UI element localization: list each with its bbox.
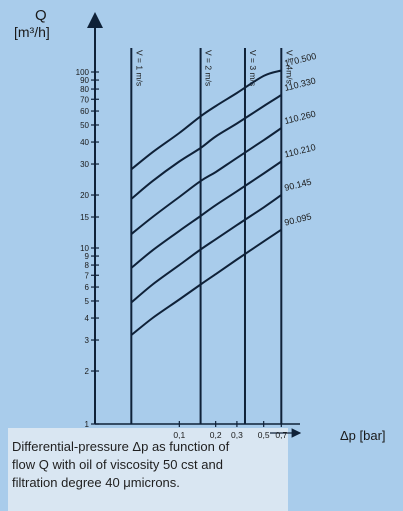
y-tick-label: 3 bbox=[85, 336, 90, 345]
y-tick-label: 8 bbox=[85, 261, 90, 270]
series-curve bbox=[130, 69, 282, 171]
caption-box bbox=[8, 428, 288, 511]
y-tick-label: 60 bbox=[80, 107, 89, 116]
y-tick-label: 6 bbox=[85, 283, 90, 292]
x-tick-label: 0,2 bbox=[210, 430, 222, 440]
velocity-label: V = 1 m/s bbox=[134, 50, 144, 86]
series-label: 90.145 bbox=[283, 177, 312, 193]
velocity-label: V = 4m/s bbox=[284, 50, 294, 84]
series-label: 110.210 bbox=[283, 142, 316, 159]
y-tick-label: 40 bbox=[80, 138, 89, 147]
y-tick-label: 20 bbox=[80, 191, 89, 200]
y-tick-label: 10 bbox=[80, 244, 89, 253]
y-tick-label: 1 bbox=[85, 420, 90, 429]
y-tick-label: 7 bbox=[85, 271, 90, 280]
series-label: 90.095 bbox=[283, 211, 312, 227]
y-axis-symbol: Q bbox=[35, 7, 47, 24]
x-tick-label: 0,5 bbox=[258, 430, 270, 440]
velocity-label: V = 3 m/s bbox=[248, 50, 258, 86]
velocity-lines: V = 1 m/s V = 2 m/s V = 3 m/s V = 4m/s bbox=[130, 48, 294, 424]
y-tick-label: 80 bbox=[80, 85, 89, 94]
y-tick-label: 70 bbox=[80, 95, 89, 104]
y-tick-label: 15 bbox=[80, 213, 89, 222]
y-axis-unit: [m³/h] bbox=[14, 24, 50, 40]
x-tick-label: 0,1 bbox=[173, 430, 185, 440]
series-label: 110.260 bbox=[283, 109, 316, 126]
y-tick-label: 2 bbox=[85, 367, 90, 376]
y-tick-label: 100 bbox=[76, 68, 90, 77]
y-tick-label: 50 bbox=[80, 121, 89, 130]
series-curve bbox=[130, 160, 282, 269]
chart-caption: Differential-pressure Δp as function of … bbox=[12, 439, 230, 490]
y-tick-label: 5 bbox=[85, 297, 90, 306]
x-ticks: 0,1 0,2 0,3 0,5 0,7 bbox=[173, 421, 287, 440]
velocity-label: V = 2 m/s bbox=[204, 50, 214, 86]
series-curve bbox=[130, 127, 282, 235]
x-tick-label: 0,7 bbox=[275, 430, 287, 440]
series-curve bbox=[130, 228, 282, 336]
y-tick-label: 30 bbox=[80, 160, 89, 169]
y-tick-label: 90 bbox=[80, 76, 89, 85]
y-tick-label: 9 bbox=[85, 252, 90, 261]
series-curve bbox=[130, 194, 282, 304]
x-tick-label: 0,3 bbox=[231, 430, 243, 440]
x-axis-label: Δp [bar] bbox=[340, 428, 386, 443]
y-tick-label: 4 bbox=[85, 314, 90, 323]
series-curve bbox=[130, 94, 282, 200]
